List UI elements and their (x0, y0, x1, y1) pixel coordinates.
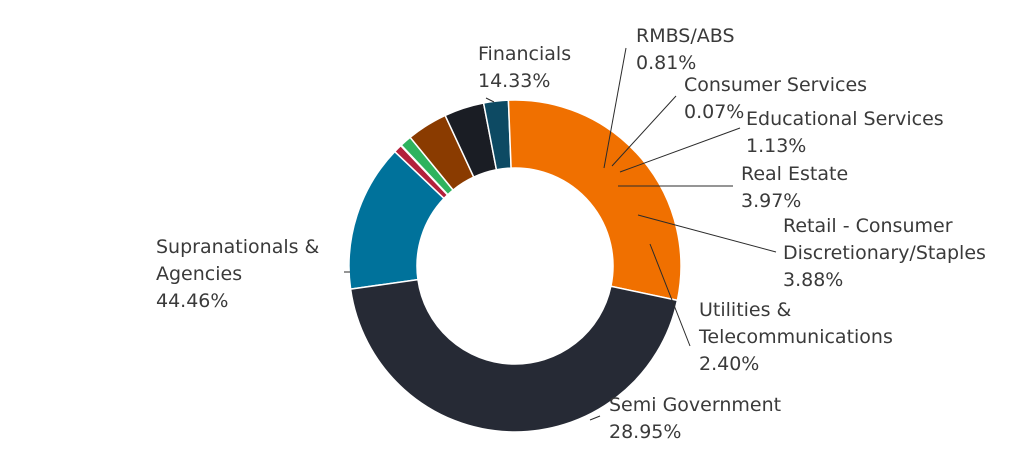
category-label: Retail - Consumer (783, 215, 953, 237)
label-consumer-services: Consumer Services 0.07% (684, 74, 867, 123)
leader-line-financials (485, 97, 495, 103)
label-semi-government: Semi Government 28.95% (609, 394, 781, 443)
leader-line-consumer-services (611, 95, 677, 167)
category-label: Semi Government (609, 394, 781, 416)
category-label: Real Estate (741, 163, 848, 185)
category-label: Consumer Services (684, 74, 867, 96)
category-label: Supranationals & (156, 236, 320, 258)
leader-line-utilities-telecommunications (649, 243, 691, 347)
leader-line-semi-government (589, 415, 601, 421)
label-financials: Financials 14.33% (478, 43, 571, 92)
slices-group (348, 99, 682, 433)
label-rmbs-abs: RMBS/ABS 0.81% (636, 25, 735, 74)
category-label: RMBS/ABS (636, 25, 735, 47)
value-label: 1.13% (746, 135, 806, 157)
value-label: 28.95% (609, 421, 681, 443)
category-label: Discretionary/Staples (783, 242, 986, 264)
label-utilities-telecommunications: Utilities & Telecommunications 2.40% (698, 299, 893, 375)
label-retail-consumer-discretionary-staples: Retail - Consumer Discretionary/Staples 3.… (783, 215, 986, 291)
category-label: Utilities & (699, 299, 792, 321)
label-real-estate: Real Estate 3.97% (741, 163, 848, 212)
value-label: 0.07% (684, 101, 744, 123)
value-label: 2.40% (699, 353, 759, 375)
slice-semi-government (507, 99, 682, 302)
category-label: Educational Services (746, 108, 944, 130)
value-label: 44.46% (156, 290, 228, 312)
value-label: 3.97% (741, 190, 801, 212)
category-label: Telecommunications (698, 326, 893, 348)
label-educational-services: Educational Services 1.13% (746, 108, 944, 157)
value-label: 3.88% (783, 269, 843, 291)
leader-line-rmbs-abs (603, 47, 627, 169)
label-supranationals-agencies: Supranationals & Agencies 44.46% (156, 236, 320, 312)
leader-line-retail-consumer-discretionary-staples (637, 214, 777, 253)
value-label: 14.33% (478, 70, 550, 92)
labels-group: Financials 14.33% RMBS/ABS 0.81%Consumer Se… (156, 25, 986, 443)
leaders-group (344, 47, 777, 421)
category-label: Financials (478, 43, 571, 65)
value-label: 0.81% (636, 52, 696, 74)
slice-supranationals-agencies (349, 278, 679, 433)
category-label: Agencies (156, 263, 242, 285)
leader-line-educational-services (619, 127, 741, 173)
